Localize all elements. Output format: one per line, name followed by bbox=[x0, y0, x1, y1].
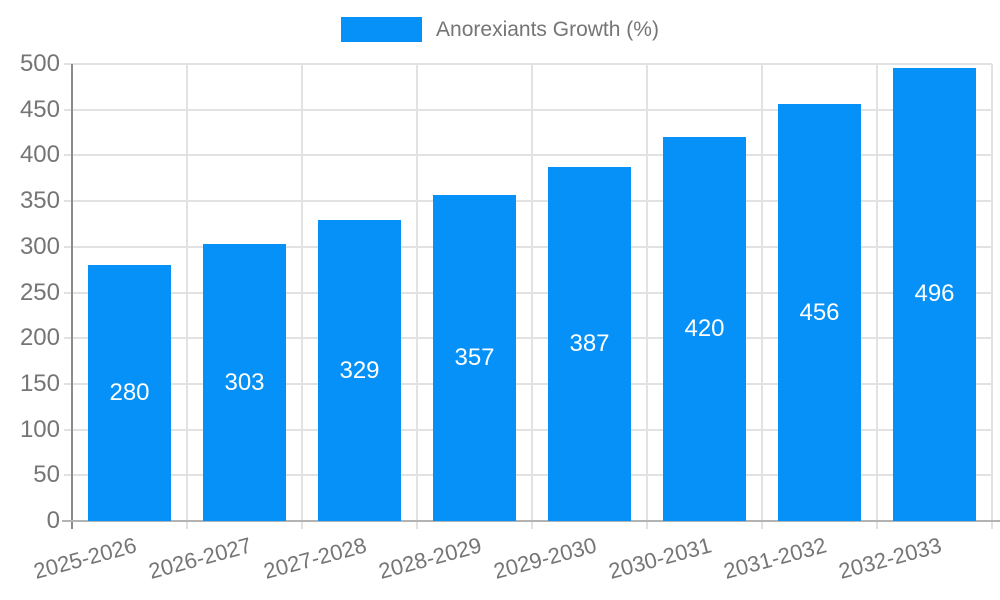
y-gridline bbox=[64, 246, 992, 248]
y-axis-tick-label: 350 bbox=[19, 187, 60, 214]
y-axis-tick-label: 0 bbox=[46, 507, 60, 534]
legend-label: Anorexiants Growth (%) bbox=[436, 17, 659, 41]
bar-value-label: 456 bbox=[799, 298, 840, 326]
x-gridline bbox=[876, 64, 878, 529]
y-gridline bbox=[64, 474, 992, 476]
bar[interactable] bbox=[318, 220, 401, 521]
x-gridline bbox=[186, 64, 188, 529]
y-axis-tick-label: 450 bbox=[19, 96, 60, 123]
y-axis-tick-label: 150 bbox=[19, 370, 60, 397]
legend-item[interactable]: Anorexiants Growth (%) bbox=[341, 17, 659, 42]
y-axis-tick-label: 100 bbox=[19, 416, 60, 443]
bar[interactable] bbox=[433, 194, 516, 521]
bar-value-label: 280 bbox=[109, 379, 150, 407]
x-gridline bbox=[761, 64, 763, 529]
y-gridline bbox=[64, 200, 992, 202]
bar-value-label: 387 bbox=[569, 330, 610, 358]
y-axis-tick-label: 400 bbox=[19, 141, 60, 168]
y-gridline bbox=[64, 109, 992, 111]
bar-value-label: 496 bbox=[914, 280, 955, 308]
bar-value-label: 329 bbox=[339, 356, 380, 384]
bar[interactable] bbox=[548, 167, 631, 521]
x-gridline bbox=[531, 64, 533, 529]
x-gridline bbox=[301, 64, 303, 529]
y-axis-tick-label: 500 bbox=[19, 50, 60, 77]
bar[interactable] bbox=[893, 67, 976, 521]
bar-value-label: 303 bbox=[224, 368, 265, 396]
y-axis-line bbox=[71, 64, 73, 529]
y-gridline bbox=[64, 337, 992, 339]
y-gridline bbox=[64, 63, 992, 65]
bar-value-label: 357 bbox=[454, 343, 495, 371]
y-axis-tick-label: 300 bbox=[19, 233, 60, 260]
x-axis-line bbox=[62, 520, 1000, 522]
y-axis-tick-label: 50 bbox=[33, 461, 60, 488]
bar-value-label: 420 bbox=[684, 315, 725, 343]
y-axis-tick-label: 250 bbox=[19, 279, 60, 306]
bar[interactable] bbox=[203, 244, 286, 521]
x-gridline bbox=[416, 64, 418, 529]
y-gridline bbox=[64, 154, 992, 156]
x-gridline bbox=[991, 64, 993, 529]
x-gridline bbox=[646, 64, 648, 529]
legend: Anorexiants Growth (%) bbox=[0, 17, 1000, 42]
bar[interactable] bbox=[663, 137, 746, 521]
legend-swatch bbox=[341, 17, 423, 42]
bar[interactable] bbox=[88, 265, 171, 521]
y-gridline bbox=[64, 429, 992, 431]
y-axis-tick-label: 200 bbox=[19, 324, 60, 351]
bar[interactable] bbox=[778, 104, 861, 521]
y-gridline bbox=[64, 383, 992, 385]
y-gridline bbox=[64, 292, 992, 294]
